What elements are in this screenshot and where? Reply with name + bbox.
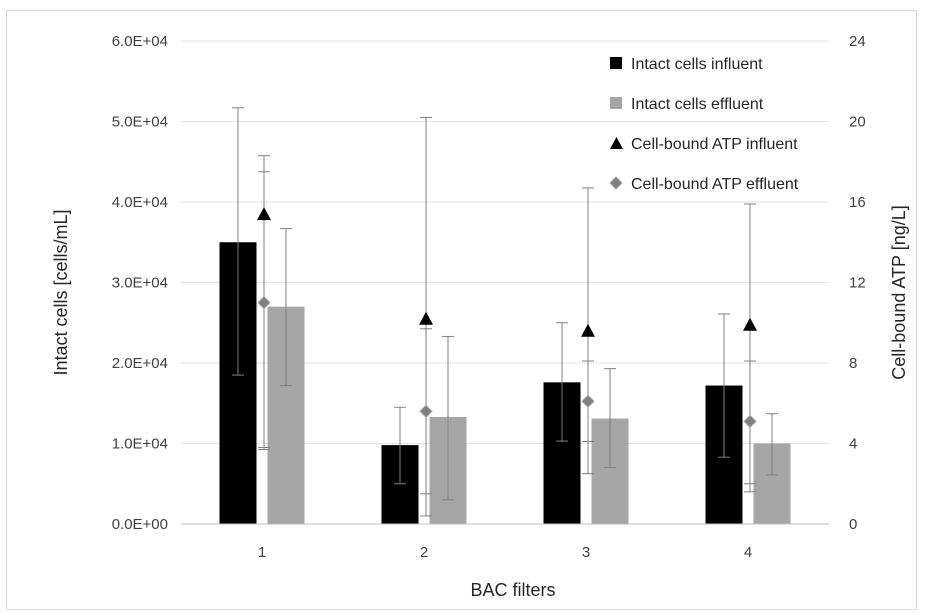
legend-intact-influent: Intact cells influent (610, 56, 763, 73)
left-axis-ticks: 0.0E+00 1.0E+04 2.0E+04 3.0E+04 4.0E+04 5.0E+… (112, 33, 168, 533)
y-tick-label: 5.0E+04 (112, 114, 168, 131)
errorbar-intact-influent (718, 313, 730, 458)
y2-tick-label: 12 (849, 275, 866, 292)
errorbar-intact-effluent (280, 228, 292, 387)
y2-tick-label: 4 (849, 436, 857, 453)
marker-atp-influent (419, 311, 433, 325)
x-tick-label: 2 (420, 544, 428, 561)
legend-intact-effluent-label: Intact cells effluent (631, 96, 764, 113)
y2-tick-label: 24 (849, 33, 866, 50)
y-tick-label: 4.0E+04 (112, 194, 168, 211)
bars (219, 242, 791, 524)
y-axis-title: Intact cells [cells/mL] (51, 209, 71, 375)
legend-atp-effluent-label: Cell-bound ATP effluent (631, 176, 799, 193)
y-tick-label: 0.0E+00 (112, 516, 168, 533)
x-tick-label: 1 (258, 544, 266, 561)
legend-atp-effluent-swatch (609, 176, 623, 190)
markers (257, 207, 757, 429)
legend: Intact cells influent Intact cells efflue… (609, 56, 799, 193)
legend-intact-effluent: Intact cells effluent (610, 96, 764, 113)
chart-svg: 0.0E+00 1.0E+04 2.0E+04 3.0E+04 4.0E+04 5.0E+… (51, 33, 909, 600)
y2-tick-label: 16 (849, 194, 866, 211)
y-tick-label: 1.0E+04 (112, 436, 168, 453)
legend-intact-influent-swatch (610, 57, 622, 69)
legend-atp-influent-label: Cell-bound ATP influent (631, 136, 798, 153)
marker-atp-effluent (257, 295, 271, 310)
errorbar-intact-influent (556, 322, 568, 442)
errorbar-intact-effluent (766, 413, 778, 476)
y-tick-label: 3.0E+04 (112, 275, 168, 292)
marker-atp-effluent (581, 394, 595, 408)
x-tick-label: 4 (744, 544, 752, 561)
y-tick-label: 6.0E+04 (112, 33, 168, 50)
marker-atp-influent (257, 207, 271, 221)
right-axis-ticks: 0 4 8 12 16 20 24 (849, 33, 866, 533)
x-axis-ticks: 1 2 3 4 (258, 544, 752, 561)
legend-intact-effluent-swatch (610, 97, 622, 109)
marker-atp-influent (743, 317, 757, 331)
x-tick-label: 3 (582, 544, 590, 561)
errorbar-intact-influent (394, 406, 406, 485)
errorbar-intact-effluent (442, 335, 454, 501)
y2-axis-title: Cell-bound ATP [ng/L] (889, 205, 909, 379)
y2-tick-label: 20 (849, 114, 866, 131)
legend-atp-influent: Cell-bound ATP influent (610, 136, 798, 153)
marker-atp-effluent (743, 414, 757, 429)
error-bars (232, 107, 778, 517)
marker-atp-effluent (419, 404, 433, 419)
errorbar-intact-effluent (604, 368, 616, 469)
y2-tick-label: 0 (849, 516, 857, 533)
x-axis-title: BAC filters (470, 580, 555, 600)
y2-tick-label: 8 (849, 355, 857, 372)
errorbar-atp-effluent (420, 328, 432, 517)
chart-frame: 0.0E+00 1.0E+04 2.0E+04 3.0E+04 4.0E+04 5.0E+… (6, 10, 917, 610)
marker-atp-influent (581, 323, 595, 337)
legend-intact-influent-label: Intact cells influent (631, 56, 763, 73)
legend-atp-influent-swatch (610, 137, 623, 149)
legend-atp-effluent: Cell-bound ATP effluent (609, 176, 799, 193)
y-tick-label: 2.0E+04 (112, 355, 168, 372)
errorbar-intact-influent (232, 107, 244, 376)
